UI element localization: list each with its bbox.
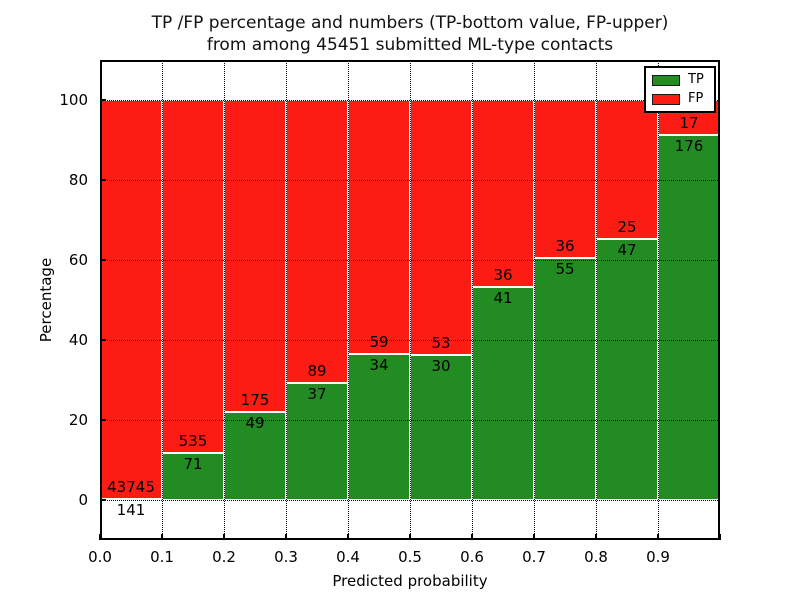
y-tick-mark <box>100 99 106 101</box>
bar-segment-tp <box>472 287 534 500</box>
bar-segment-fp <box>472 100 534 287</box>
fp-count-label: 89 <box>307 361 327 380</box>
x-tick-mark <box>657 534 659 540</box>
y-tick-mark <box>100 499 106 501</box>
bar-segment-fp <box>348 100 410 354</box>
bar-segment-tp <box>410 355 472 500</box>
tp-count-label: 34 <box>369 355 389 374</box>
x-tick-label: 0.5 <box>398 548 422 566</box>
gridline-horizontal <box>100 499 720 501</box>
x-tick-label: 0.0 <box>88 548 112 566</box>
legend: TP FP <box>644 66 716 113</box>
fp-count-label: 17 <box>679 114 699 133</box>
x-tick-mark <box>161 534 163 540</box>
fp-count-label: 25 <box>617 217 637 236</box>
fp-count-label: 535 <box>178 432 208 451</box>
gridline-vertical <box>347 60 349 540</box>
gridline-vertical <box>471 60 473 540</box>
x-tick-label: 0.8 <box>584 548 608 566</box>
tp-count-label: 176 <box>674 137 704 156</box>
tp-count-label: 47 <box>617 240 637 259</box>
fp-count-label: 43745 <box>107 477 155 496</box>
x-tick-mark <box>471 534 473 540</box>
fp-count-label: 36 <box>555 237 575 256</box>
x-tick-mark <box>347 534 349 540</box>
chart-title-line2: from among 45451 submitted ML-type conta… <box>206 35 614 55</box>
gridline-vertical <box>223 60 225 540</box>
tp-swatch-icon <box>652 74 680 86</box>
gridline-vertical <box>161 60 163 540</box>
x-tick-mark <box>533 534 535 540</box>
x-tick-mark <box>595 534 597 540</box>
x-tick-mark <box>409 534 411 540</box>
bar-segment-tp <box>348 353 410 500</box>
y-tick-label: 60 <box>68 251 88 269</box>
y-axis-label: Percentage <box>37 257 55 343</box>
fp-swatch-icon <box>652 93 680 105</box>
bar-segment-fp <box>162 100 224 454</box>
gridline-horizontal <box>100 419 720 421</box>
x-tick-mark <box>223 534 225 540</box>
gridline-horizontal <box>100 179 720 181</box>
legend-entry-fp: FP <box>652 92 708 106</box>
x-tick-label: 0.3 <box>274 548 298 566</box>
x-tick-label: 0.2 <box>212 548 236 566</box>
gridline-vertical <box>533 60 535 540</box>
y-tick-mark <box>100 179 106 181</box>
x-tick-mark <box>99 534 101 540</box>
gridline-horizontal <box>100 339 720 341</box>
bar-segment-tp <box>162 453 224 500</box>
x-tick-mark <box>285 534 287 540</box>
fp-count-label: 175 <box>240 391 270 410</box>
gridline-vertical <box>657 60 659 540</box>
x-tick-label: 0.7 <box>522 548 546 566</box>
bar-segment-tp <box>658 135 720 500</box>
tp-count-label: 49 <box>245 414 265 433</box>
x-tick-label: 0.9 <box>646 548 670 566</box>
fp-count-label: 53 <box>431 334 451 353</box>
bar-segment-fp <box>410 100 472 356</box>
x-axis-label: Predicted probability <box>332 572 488 590</box>
gridline-vertical <box>595 60 597 540</box>
tp-count-label: 141 <box>116 500 146 519</box>
fp-count-label: 36 <box>493 266 513 284</box>
bar-segment-tp <box>534 258 596 500</box>
x-tick-label: 0.4 <box>336 548 360 566</box>
y-tick-mark <box>100 419 106 421</box>
tp-count-label: 41 <box>493 289 513 307</box>
y-tick-label: 40 <box>68 331 88 349</box>
tp-count-label: 55 <box>555 260 575 279</box>
gridline-vertical <box>409 60 411 540</box>
tp-count-label: 37 <box>307 384 327 403</box>
x-tick-label: 0.6 <box>460 548 484 566</box>
y-tick-label: 0 <box>78 491 88 509</box>
bar-segment-fp <box>286 100 348 383</box>
y-tick-mark <box>100 339 106 341</box>
gridline-vertical <box>285 60 287 540</box>
bar-segment-tp <box>286 382 348 500</box>
legend-label-fp: FP <box>688 91 704 106</box>
legend-label-tp: TP <box>688 72 704 87</box>
legend-entry-tp: TP <box>652 73 708 87</box>
y-tick-label: 20 <box>68 411 88 429</box>
bar-segment-fp <box>224 100 286 413</box>
fp-count-label: 59 <box>369 332 389 351</box>
x-tick-label: 0.1 <box>150 548 174 566</box>
bar-segment-fp <box>100 100 162 499</box>
tp-count-label: 30 <box>431 357 451 376</box>
bar-segment-tp <box>596 238 658 500</box>
gridline-horizontal <box>100 99 720 101</box>
tp-count-label: 71 <box>183 455 203 474</box>
y-tick-mark <box>100 259 106 261</box>
plot-area: 43745 141 535 71 175 49 89 37 59 34 53 30 36 41 36 55 25… <box>99 60 721 540</box>
bar-segment-fp <box>534 100 596 259</box>
y-tick-label: 100 <box>59 91 88 109</box>
chart-title-line1: TP /FP percentage and numbers (TP-bottom… <box>151 13 669 33</box>
y-tick-label: 80 <box>68 171 88 189</box>
gridline-horizontal <box>100 259 720 261</box>
x-tick-mark <box>719 534 721 540</box>
